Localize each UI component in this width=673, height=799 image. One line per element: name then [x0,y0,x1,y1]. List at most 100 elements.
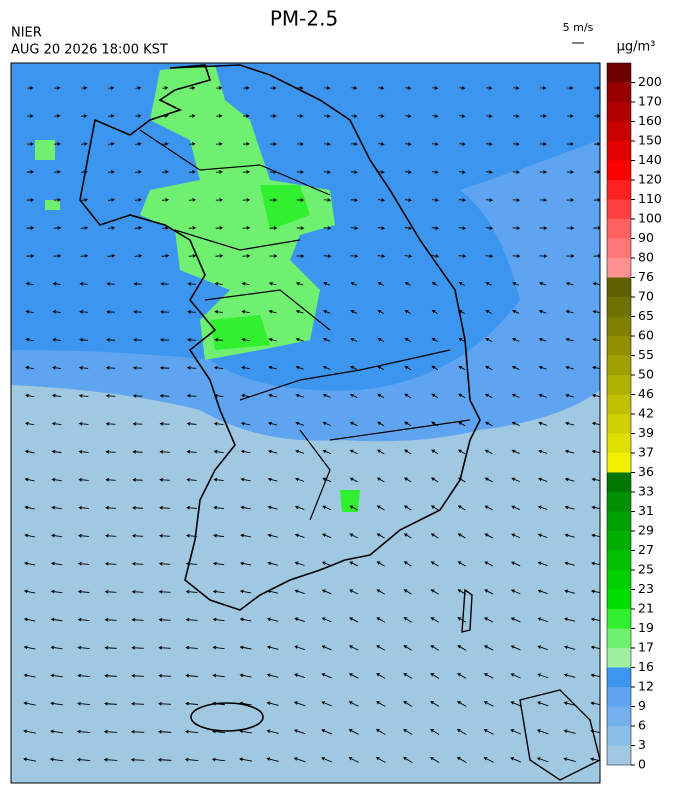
wind-arrow [132,422,143,426]
wind-arrow [432,114,439,118]
wind-arrow [184,757,199,762]
wind-arrow [510,645,521,651]
wind-arrow [78,477,89,482]
wind-arrow [458,309,465,314]
wind-arrow [81,114,88,118]
green-region [140,65,335,360]
colorbar-band [607,316,631,336]
wind-arrow [321,729,333,735]
wind-arrow [212,589,225,594]
wind-arrow [377,282,384,286]
wind-arrow [243,114,250,118]
wind-arrow [77,673,90,678]
wind-arrow [564,617,576,622]
colorbar-label: 65 [638,308,654,323]
colorbar-label: 0 [638,757,646,772]
wind-arrow [161,198,169,202]
wind-arrow [430,561,439,567]
wind-arrow [485,226,494,230]
wind-arrow [350,337,358,342]
wind-arrow [322,337,331,342]
wind-arrow [566,170,575,174]
wind-arrow [76,757,91,762]
wind-arrow [512,198,521,202]
wind-arrow [24,505,35,510]
wind-arrow [215,170,223,174]
wind-arrow [107,226,116,230]
colorbar-band [607,570,631,590]
wind-arrow [537,561,548,566]
wind-arrow [23,645,36,650]
wind-arrow [349,505,358,511]
wind-arrow [243,86,250,90]
wind-arrow [26,226,35,230]
wind-arrow [511,337,520,342]
wind-arrow [25,309,34,314]
wind-arrow [458,337,465,343]
wind-arrow [26,198,35,202]
wind-arrow [457,533,466,539]
wind-arrow [538,309,547,314]
wind-arrow [25,281,34,286]
colorbar-frame [606,62,632,766]
wind-arrow [50,729,64,734]
wind-arrow [431,226,440,230]
wind-arrow [567,114,574,118]
wind-arrow [294,673,306,679]
colorbar-band [607,687,631,707]
wind-arrow [80,226,89,230]
wind-arrow [242,170,251,174]
wind-arrow [375,701,386,707]
wind-arrow [483,701,494,707]
colorbar-label: 23 [638,581,654,596]
wind-arrow [377,337,385,342]
wind-arrow [511,505,521,511]
green-spot [35,140,60,210]
wind-arrow [459,142,466,146]
wind-arrow [186,366,197,370]
wind-arrow [511,477,520,483]
wind-arrow [539,254,548,258]
wind-arrow [322,477,332,483]
wind-arrow [24,533,35,538]
wind-arrow [23,729,36,734]
wind-arrow [133,338,143,342]
wind-arrow [430,701,440,707]
wind-arrow [294,561,305,566]
wind-arrow [266,673,279,678]
wind-arrow [511,421,520,426]
wind-arrow [50,617,63,622]
wind-arrow [158,534,171,538]
wind-arrow [405,170,412,174]
wind-arrow [23,673,36,678]
wind-arrow [349,533,358,539]
wind-arrow [350,282,357,286]
wind-arrow [404,281,411,286]
map-frame [10,62,601,784]
wind-arrow [24,449,35,454]
wind-arrow [185,673,198,678]
wind-arrow [592,281,600,286]
wind-arrow [213,505,224,510]
wind-arrow [323,281,331,286]
wind-arrow [241,337,250,342]
colorbar-label: 16 [638,659,654,674]
wind-arrow [159,450,170,454]
wind-arrow [321,561,332,567]
wind-arrow [239,729,252,734]
wind-arrow [131,673,144,678]
wind-arrow [131,590,144,594]
wind-arrow [431,421,439,427]
colorbar-band [607,63,631,83]
colorbar-label: 46 [638,386,654,401]
wind-arrow [267,421,278,426]
wind-arrow [295,421,304,426]
colorbar-band [607,414,631,434]
wind-arrow [270,86,277,90]
wind-arrow [458,393,466,399]
wind-arrow [162,114,169,118]
wind-arrow [540,142,547,146]
wind-arrow [158,562,171,566]
wind-arrow [323,198,332,202]
wind-arrow [513,86,520,90]
